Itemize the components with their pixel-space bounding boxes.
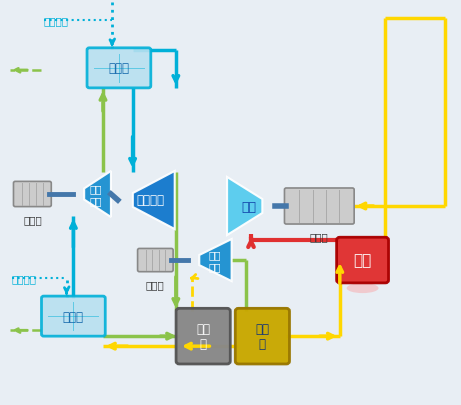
FancyBboxPatch shape [337, 238, 389, 283]
Polygon shape [227, 177, 262, 235]
Ellipse shape [347, 284, 378, 293]
Text: 电动机: 电动机 [23, 214, 42, 224]
Text: 间冷器: 间冷器 [108, 62, 130, 75]
Polygon shape [133, 172, 175, 230]
Text: 主压缩机: 主压缩机 [137, 194, 165, 207]
Text: 预压
缩机: 预压 缩机 [90, 184, 102, 205]
Text: 发电机: 发电机 [310, 232, 329, 242]
Polygon shape [84, 172, 111, 217]
FancyBboxPatch shape [284, 188, 354, 224]
Text: 预冷器: 预冷器 [63, 310, 84, 323]
FancyBboxPatch shape [176, 309, 230, 364]
FancyBboxPatch shape [41, 296, 105, 336]
Text: 冷却介质: 冷却介质 [44, 16, 69, 26]
Text: 回热
器: 回热 器 [196, 322, 210, 350]
FancyBboxPatch shape [13, 182, 51, 207]
Text: 回热
器: 回热 器 [255, 322, 269, 350]
Text: 热源: 热源 [354, 253, 372, 268]
FancyBboxPatch shape [137, 249, 173, 272]
Text: 透平: 透平 [241, 200, 256, 213]
Text: 冷却介质: 冷却介质 [12, 273, 37, 283]
Text: 再压
缩机: 再压 缩机 [208, 249, 221, 271]
FancyBboxPatch shape [235, 309, 290, 364]
FancyBboxPatch shape [87, 49, 151, 89]
Text: 电动机: 电动机 [146, 279, 165, 289]
Polygon shape [199, 239, 231, 281]
